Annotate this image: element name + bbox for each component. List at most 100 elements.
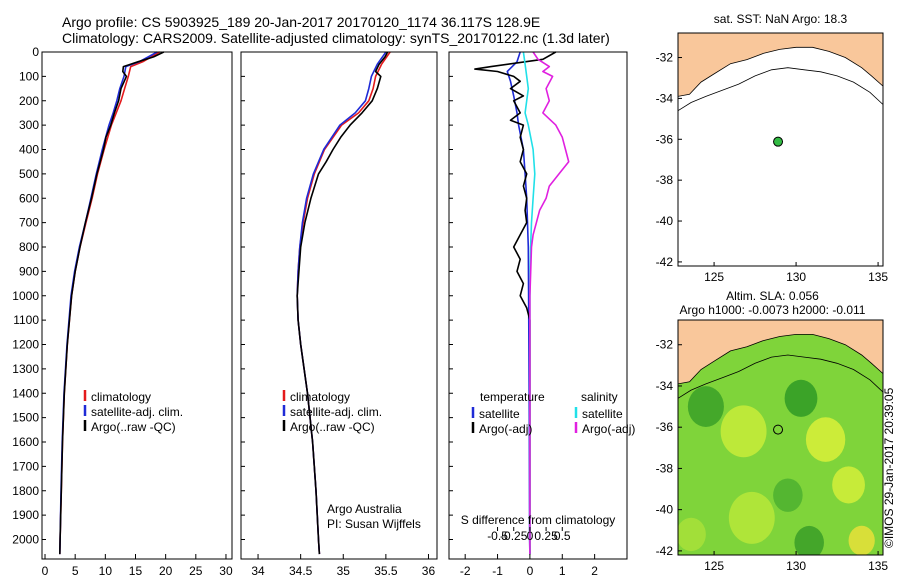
- isobath-line: [678, 67, 883, 112]
- sst-map-panel: 125 130 135 -32 -34 -36 -38 -40 -42 sat. SST: NaN…: [656, 12, 889, 284]
- x-tick-label: 20: [159, 564, 173, 578]
- plot-frame: [448, 51, 628, 560]
- legend-title: salinity: [581, 390, 618, 404]
- map-frame: [677, 32, 884, 267]
- secondary-tick-label: 0.5: [554, 529, 571, 543]
- y-tick-label: -32: [656, 51, 674, 65]
- series-line-temperature-argo-adj-: [474, 51, 557, 555]
- x-axis-label: T difference from climatology: [461, 578, 615, 580]
- x-tick-label: 5: [72, 564, 79, 578]
- sla-patch: [784, 379, 818, 417]
- secondary-tick-label: 0: [527, 529, 534, 543]
- x-tick-label: 30: [219, 564, 233, 578]
- y-tick-label: 1000: [12, 289, 39, 303]
- sla-patch: [720, 405, 767, 458]
- map-title-line1: Altim. SLA: 0.056: [726, 289, 819, 303]
- secondary-axis-label: S difference from climatology: [461, 513, 616, 527]
- y-tick-label: 1100: [13, 313, 39, 327]
- land-area: [678, 320, 883, 385]
- sla-patch: [832, 466, 865, 504]
- legend-label: Argo(..raw -QC): [290, 420, 375, 434]
- x-tick-label: 34.5: [289, 564, 313, 578]
- y-tick-label: -42: [656, 544, 674, 558]
- imos-credit: ©IMOS 29-Jan-2017 20:39:05: [882, 387, 896, 548]
- plot-frame: [240, 51, 438, 560]
- map-title: sat. SST: NaN Argo: 18.3: [714, 12, 848, 26]
- sla-map-panel: 125 130 135 -32 -34 -36 -38 -40 -42 Altim. SLA: 0…: [656, 289, 889, 573]
- sla-patch: [805, 417, 846, 462]
- x-tick-label: 2: [591, 564, 598, 578]
- difference-panel: -2 -1 0 1 2T difference from climatology temp…: [448, 51, 635, 580]
- series-line-temperature-satellite: [506, 51, 531, 555]
- x-tick-label: 25: [189, 564, 203, 578]
- legend-label: Argo(-adj): [582, 422, 635, 436]
- x-tick-label: 34: [251, 564, 265, 578]
- x-tick-label: 130: [786, 559, 806, 573]
- series-line-argo-raw-qc-: [59, 51, 165, 555]
- sla-patch: [794, 525, 824, 555]
- y-tick-label: 1800: [12, 484, 39, 498]
- y-tick-label: 1200: [12, 338, 39, 352]
- x-tick-label: 1: [559, 564, 566, 578]
- y-tick-label: -36: [656, 132, 674, 146]
- land-area: [678, 33, 883, 97]
- y-tick-label: 800: [19, 240, 39, 254]
- x-axis-label: temperature (deg C): [83, 578, 191, 580]
- x-tick-label: 135: [868, 559, 888, 573]
- y-tick-label: 900: [19, 264, 39, 278]
- figure-title-line2: Climatology: CARS2009. Satellite-adjuste…: [62, 30, 610, 46]
- y-tick-label: 1600: [12, 435, 39, 449]
- x-tick-label: 0: [527, 564, 534, 578]
- legend-label: Argo(..raw -QC): [91, 420, 176, 434]
- y-tick-label: -38: [656, 461, 674, 475]
- x-tick-label: 15: [129, 564, 143, 578]
- y-tick-label: 500: [19, 167, 39, 181]
- legend-label: climatology: [290, 390, 350, 404]
- map-frame: [677, 319, 884, 556]
- y-tick-label: 1300: [12, 362, 39, 376]
- y-tick-label: 1400: [12, 386, 39, 400]
- y-tick-label: 600: [19, 191, 39, 205]
- y-tick-label: 100: [19, 69, 39, 83]
- x-tick-label: 36: [422, 564, 436, 578]
- series-line-satellite-adj-clim-: [296, 51, 387, 555]
- salinity-panel: 34 34.5 35 35.5 36 salinity climatologysatelli…: [240, 51, 438, 580]
- y-tick-label: 1900: [12, 508, 39, 522]
- y-tick-label: -42: [656, 255, 674, 269]
- y-tick-label: -40: [656, 214, 674, 228]
- argo-position-marker: [773, 136, 784, 147]
- x-axis-label: salinity: [321, 578, 358, 580]
- legend-label: satellite-adj. clim.: [91, 405, 183, 419]
- x-tick-label: 130: [786, 270, 806, 284]
- series-line-satellite-adj-clim-: [59, 51, 158, 555]
- y-tick-label: 300: [19, 118, 39, 132]
- y-tick-label: -34: [656, 91, 674, 105]
- x-tick-label: -2: [460, 564, 471, 578]
- sla-patch: [678, 517, 706, 552]
- legend-label: satellite: [479, 407, 520, 421]
- y-tick-label: 1500: [12, 411, 39, 425]
- legend-title: temperature: [480, 390, 545, 404]
- sla-patch: [687, 386, 724, 427]
- y-tick-label: 200: [19, 94, 39, 108]
- x-tick-label: 135: [868, 270, 888, 284]
- y-tick-label: -36: [656, 420, 674, 434]
- legend-label: satellite: [582, 407, 623, 421]
- y-tick-label: -40: [656, 503, 674, 517]
- x-tick-label: 0: [42, 564, 49, 578]
- isobath-line: [678, 354, 883, 399]
- x-tick-label: 125: [704, 559, 724, 573]
- legend-label: climatology: [91, 390, 151, 404]
- series-line-argo-raw-qc-: [296, 51, 389, 555]
- argo-position-marker: [773, 424, 784, 435]
- annotation-line: Argo Australia: [327, 502, 402, 516]
- secondary-tick-label: 0.25: [534, 529, 558, 543]
- annotation-line: PI: Susan Wijffels: [327, 517, 421, 531]
- y-tick-label: 0: [32, 45, 39, 59]
- temperature-panel: 0 5 10 15 20 25 30 temperature (deg C) 0 100 200 30…: [12, 45, 233, 580]
- series-line-climatology: [296, 51, 391, 555]
- y-tick-label: 2000: [12, 533, 39, 547]
- y-tick-label: -32: [656, 338, 674, 352]
- figure-title-line1: Argo profile: CS 5903925_189 20-Jan-2017…: [62, 14, 540, 30]
